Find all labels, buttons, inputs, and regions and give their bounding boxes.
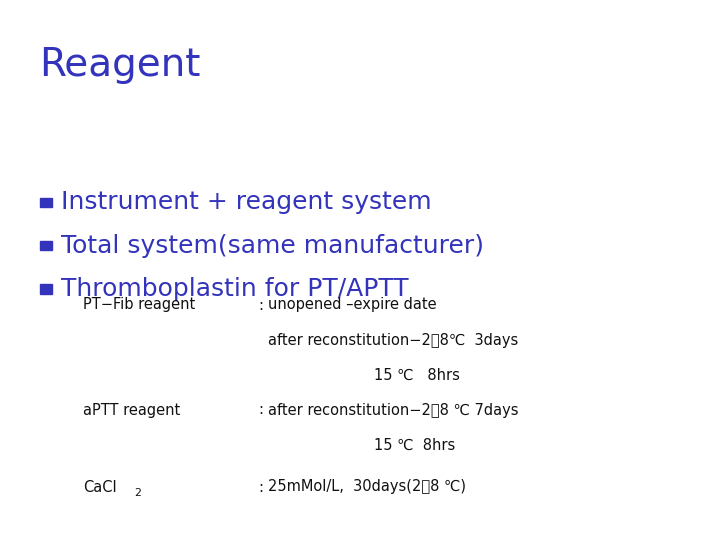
Text: Total system(same manufacturer): Total system(same manufacturer)	[61, 234, 484, 258]
Text: Reagent: Reagent	[40, 46, 201, 84]
Text: :: :	[258, 480, 263, 495]
Text: aPTT reagent: aPTT reagent	[83, 402, 180, 417]
Text: :: :	[258, 402, 263, 417]
Text: after reconstitution−2～8℃  3days: after reconstitution−2～8℃ 3days	[268, 333, 518, 348]
Text: Thromboplastin for PT/APTT: Thromboplastin for PT/APTT	[61, 277, 409, 301]
FancyBboxPatch shape	[40, 241, 53, 251]
Text: unopened –expire date: unopened –expire date	[268, 298, 436, 313]
Text: 2: 2	[135, 489, 142, 498]
Text: CaCl: CaCl	[83, 480, 117, 495]
FancyBboxPatch shape	[40, 198, 53, 207]
Text: :: :	[258, 298, 263, 313]
Text: 15 ℃  8hrs: 15 ℃ 8hrs	[374, 437, 456, 453]
FancyBboxPatch shape	[40, 284, 53, 294]
Text: 15 ℃   8hrs: 15 ℃ 8hrs	[374, 368, 460, 382]
Text: after reconstitution−2～8 ℃ 7days: after reconstitution−2～8 ℃ 7days	[268, 402, 518, 417]
Text: 25mMol/L,  30days(2～8 ℃): 25mMol/L, 30days(2～8 ℃)	[268, 480, 466, 495]
Text: PT−Fib reagent: PT−Fib reagent	[83, 298, 195, 313]
Text: Instrument + reagent system: Instrument + reagent system	[61, 191, 432, 214]
